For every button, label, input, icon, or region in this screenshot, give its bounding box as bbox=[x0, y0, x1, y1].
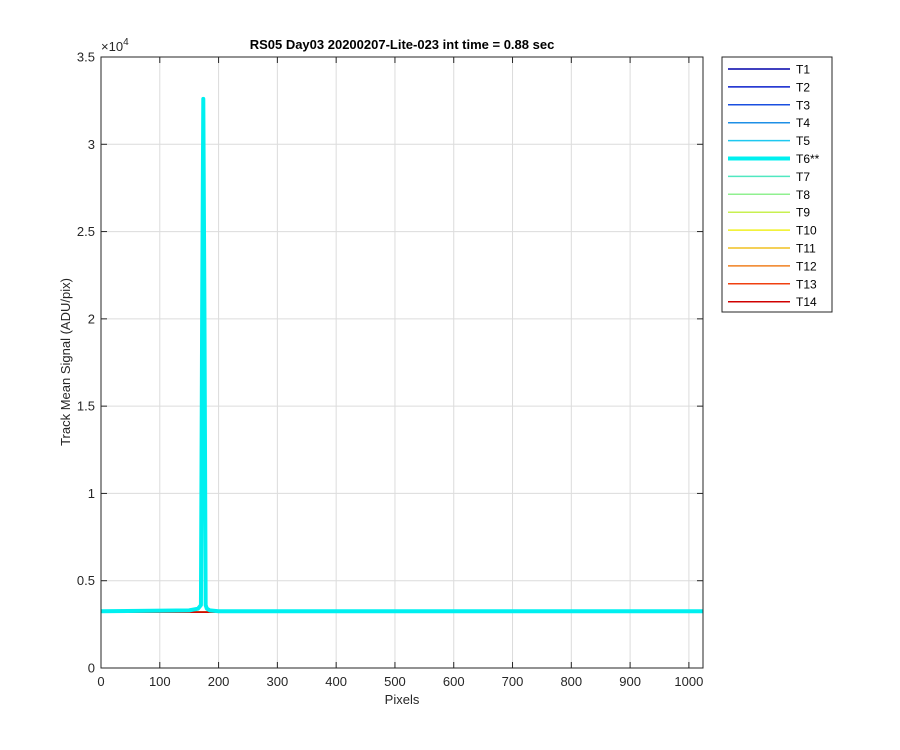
plot-frame bbox=[100, 56, 704, 669]
y-tick-label: 1 bbox=[88, 486, 95, 501]
y-tick-label: 2.5 bbox=[77, 224, 95, 239]
y-tick-label: 2 bbox=[88, 311, 95, 326]
legend-label: T13 bbox=[796, 277, 817, 291]
legend-label: T8 bbox=[796, 188, 810, 202]
legend-label: T5 bbox=[796, 134, 810, 148]
x-tick-label: 1000 bbox=[674, 674, 703, 689]
legend-label: T1 bbox=[796, 63, 810, 77]
y-tick-label: 0 bbox=[88, 661, 95, 676]
y-exponent-power: 4 bbox=[123, 37, 129, 48]
legend-label: T3 bbox=[796, 98, 810, 112]
series-lines bbox=[100, 96, 703, 614]
y-exponent-base: ×10 bbox=[101, 39, 123, 54]
y-tick-label: 1.5 bbox=[77, 399, 95, 414]
legend-label: T4 bbox=[796, 116, 810, 130]
y-tick-labels: 0 0.5 1 1.5 2 2.5 3 3.5 bbox=[77, 50, 95, 676]
legend-label: T7 bbox=[796, 170, 810, 184]
plot-background bbox=[101, 57, 703, 668]
x-tick-label: 400 bbox=[325, 674, 347, 689]
legend-label: T2 bbox=[796, 80, 810, 94]
series-line-t6 bbox=[100, 96, 703, 614]
x-tick-label: 800 bbox=[560, 674, 582, 689]
x-tick-label: 0 bbox=[97, 674, 104, 689]
legend-label: T6** bbox=[796, 152, 820, 166]
legend-label: T14 bbox=[796, 295, 817, 309]
x-tick-label: 100 bbox=[149, 674, 171, 689]
y-exponent-label: ×104 bbox=[101, 37, 129, 54]
legend-label: T11 bbox=[796, 242, 816, 256]
legend-label: T12 bbox=[796, 259, 817, 273]
legend-label: T10 bbox=[796, 224, 817, 238]
x-tick-label: 300 bbox=[267, 674, 289, 689]
y-tick-label: 3 bbox=[88, 137, 95, 152]
x-tick-label: 500 bbox=[384, 674, 406, 689]
y-tick-label: 0.5 bbox=[77, 573, 95, 588]
axis-ticks bbox=[100, 56, 703, 669]
x-tick-label: 200 bbox=[208, 674, 230, 689]
x-tick-label: 600 bbox=[443, 674, 465, 689]
x-tick-label: 900 bbox=[619, 674, 641, 689]
x-tick-label: 700 bbox=[502, 674, 524, 689]
y-axis-title: Track Mean Signal (ADU/pix) bbox=[58, 278, 73, 446]
legend-entries: T1 T2 T3 T4 T5 T6** T7 T8 T9 T10 T11 T12 T13 T14 bbox=[728, 63, 820, 309]
y-tick-label: 3.5 bbox=[77, 50, 95, 65]
x-axis-title: Pixels bbox=[385, 692, 420, 707]
legend-label: T9 bbox=[796, 206, 810, 220]
legend-box bbox=[721, 56, 833, 313]
chart-title: RS05 Day03 20200207-Lite-023 int time = … bbox=[250, 37, 555, 52]
legend: T1 T2 T3 T4 T5 T6** T7 T8 T9 T10 T11 T12 T13 T14 bbox=[721, 56, 833, 313]
x-tick-labels: 0 100 200 300 400 500 600 700 800 900 1000 bbox=[97, 674, 703, 689]
